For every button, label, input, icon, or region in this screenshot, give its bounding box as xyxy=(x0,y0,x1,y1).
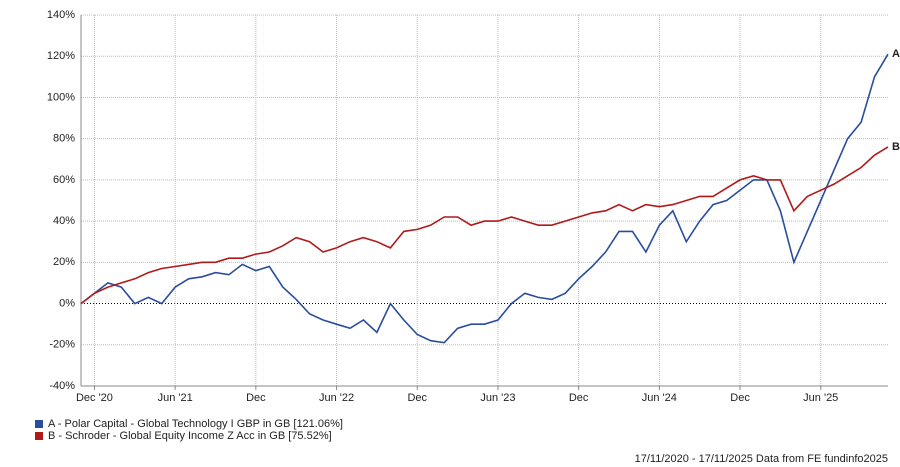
end-label: B xyxy=(892,141,900,153)
x-tick-label: Jun '24 xyxy=(642,392,677,404)
series-line xyxy=(80,53,889,344)
x-tick-label: Dec xyxy=(407,392,427,404)
x-tick-label: Jun '23 xyxy=(480,392,515,404)
series-line xyxy=(80,146,889,305)
x-tick-label: Jun '21 xyxy=(158,392,193,404)
legend-label: B - Schroder - Global Equity Income Z Ac… xyxy=(48,430,332,442)
x-tick-label: Dec xyxy=(569,392,589,404)
legend-label: A - Polar Capital - Global Technology I … xyxy=(48,418,343,430)
x-tick-label: Dec xyxy=(730,392,750,404)
end-label: A xyxy=(892,48,900,60)
legend-swatch xyxy=(35,432,43,440)
x-tick-label: Jun '25 xyxy=(803,392,838,404)
y-tick-label: 0% xyxy=(59,297,75,309)
y-tick-label: 140% xyxy=(47,9,75,21)
y-tick-label: 100% xyxy=(47,91,75,103)
y-tick-label: 20% xyxy=(53,256,75,268)
y-tick-label: 120% xyxy=(47,50,75,62)
x-tick-label: Dec '20 xyxy=(76,392,113,404)
x-tick-label: Dec xyxy=(246,392,266,404)
y-tick-label: 40% xyxy=(53,215,75,227)
y-tick-label: 60% xyxy=(53,174,75,186)
footer: 17/11/2020 - 17/11/2025 Data from FE fun… xyxy=(635,453,888,465)
legend-swatch xyxy=(35,420,43,428)
y-tick-label: -40% xyxy=(49,380,75,392)
x-tick-label: Jun '22 xyxy=(319,392,354,404)
y-tick-label: 80% xyxy=(53,133,75,145)
y-tick-label: -20% xyxy=(49,339,75,351)
